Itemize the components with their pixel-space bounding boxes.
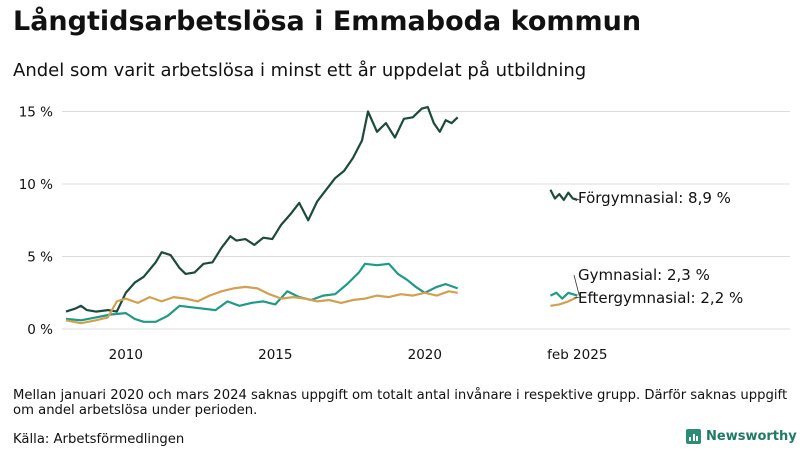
series-end-label: Eftergymnasial: 2,2 % (578, 289, 743, 307)
series-line-eftergymnasial (550, 296, 578, 307)
line-chart: 0 % 5 % 10 % 15 % 2010 2015 2020 feb 2025 Förg… (19, 105, 790, 363)
series-line-förgymnasial (65, 106, 459, 313)
label-leader (573, 274, 580, 296)
x-tick-label: 2020 (408, 347, 442, 363)
y-tick-label: 5 % (27, 250, 53, 266)
x-tick-label: 2015 (258, 347, 292, 363)
footnote: Mellan januari 2020 och mars 2024 saknas… (13, 388, 788, 418)
chart-title: Långtidsarbetslösa i Emmaboda kommun (13, 6, 642, 37)
chart-subtitle: Andel som varit arbetslösa i minst ett å… (13, 60, 587, 81)
chart-bars-icon (686, 429, 701, 444)
series-line-eftergymnasial (65, 285, 458, 325)
brand-name: Newsworthy (706, 429, 797, 444)
y-tick-label: 0 % (27, 322, 53, 338)
x-tick-label: 2010 (109, 347, 143, 363)
series-line-gymnasial (549, 291, 578, 300)
series-line-förgymnasial (549, 189, 578, 201)
series-end-label: Gymnasial: 2,3 % (578, 266, 710, 284)
source-note: Källa: Arbetsförmedlingen (13, 432, 185, 447)
label-leader (573, 197, 580, 201)
brand-logo: Newsworthy (686, 429, 797, 444)
y-tick-label: 15 % (19, 105, 53, 121)
label-leader (573, 296, 580, 299)
y-tick-label: 10 % (19, 177, 53, 193)
series-line-gymnasial (65, 262, 459, 323)
series-end-label: Förgymnasial: 8,9 % (578, 189, 731, 207)
x-tick-label: feb 2025 (547, 347, 607, 363)
